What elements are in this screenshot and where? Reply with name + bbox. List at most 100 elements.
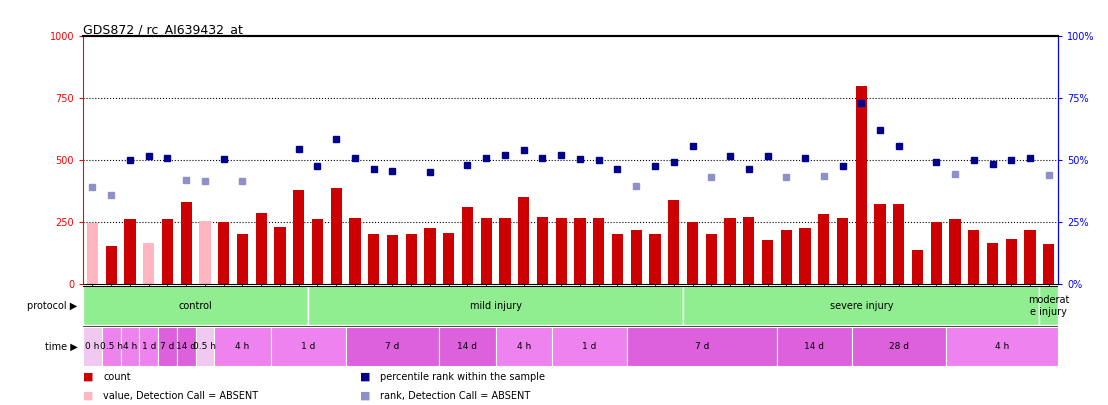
Text: protocol ▶: protocol ▶: [28, 301, 78, 311]
Bar: [199, 220, 211, 284]
Text: severe injury: severe injury: [830, 301, 893, 311]
Text: 4 h: 4 h: [235, 342, 249, 351]
Bar: [968, 230, 979, 284]
Text: 7 d: 7 d: [695, 342, 709, 351]
Bar: [684, 286, 1039, 325]
Bar: [950, 219, 961, 284]
Text: 14 d: 14 d: [176, 342, 196, 351]
Bar: [500, 218, 511, 284]
Text: 1 d: 1 d: [301, 342, 316, 351]
Bar: [799, 228, 811, 284]
Bar: [781, 230, 792, 284]
Text: ■: ■: [83, 372, 93, 382]
Text: ■: ■: [83, 391, 93, 401]
Bar: [612, 234, 623, 284]
Bar: [387, 235, 398, 284]
Bar: [855, 86, 866, 284]
Bar: [406, 234, 417, 284]
Bar: [275, 227, 286, 284]
Bar: [818, 214, 830, 284]
Bar: [102, 327, 121, 366]
Text: GDS872 / rc_AI639432_at: GDS872 / rc_AI639432_at: [83, 23, 243, 36]
Bar: [349, 218, 360, 284]
Text: percentile rank within the sample: percentile rank within the sample: [380, 372, 545, 382]
Bar: [706, 234, 717, 284]
Text: value, Detection Call = ABSENT: value, Detection Call = ABSENT: [103, 391, 258, 401]
Bar: [912, 250, 923, 284]
Bar: [874, 205, 885, 284]
Text: 28 d: 28 d: [889, 342, 909, 351]
Bar: [294, 190, 305, 284]
Bar: [330, 188, 342, 284]
Text: ■: ■: [360, 391, 370, 401]
Bar: [270, 327, 346, 366]
Bar: [237, 234, 248, 284]
Bar: [945, 327, 1058, 366]
Bar: [537, 217, 548, 284]
Bar: [555, 218, 567, 284]
Bar: [552, 327, 627, 366]
Text: 1 d: 1 d: [142, 342, 156, 351]
Bar: [181, 202, 192, 284]
Text: 0.5 h: 0.5 h: [100, 342, 123, 351]
Bar: [196, 327, 214, 366]
Bar: [987, 243, 998, 284]
Bar: [1025, 230, 1036, 284]
Text: 14 d: 14 d: [804, 342, 824, 351]
Text: control: control: [178, 301, 213, 311]
Text: 4 h: 4 h: [995, 342, 1009, 351]
Bar: [368, 234, 379, 284]
Bar: [837, 218, 848, 284]
Bar: [177, 327, 196, 366]
Text: mild injury: mild injury: [470, 301, 522, 311]
Bar: [83, 327, 102, 366]
Bar: [140, 327, 158, 366]
Bar: [893, 205, 904, 284]
Bar: [777, 327, 852, 366]
Bar: [105, 246, 116, 284]
Bar: [762, 240, 773, 284]
Text: 0 h: 0 h: [85, 342, 100, 351]
Bar: [311, 219, 324, 284]
Text: 4 h: 4 h: [516, 342, 531, 351]
Bar: [574, 218, 586, 284]
Text: 7 d: 7 d: [386, 342, 400, 351]
Bar: [86, 223, 99, 284]
Bar: [218, 222, 229, 284]
Bar: [462, 207, 473, 284]
Text: 14 d: 14 d: [458, 342, 478, 351]
Bar: [627, 327, 777, 366]
Text: ■: ■: [360, 372, 370, 382]
Text: moderat
e injury: moderat e injury: [1028, 295, 1069, 317]
Bar: [668, 200, 679, 284]
Text: time ▶: time ▶: [44, 341, 78, 351]
Bar: [443, 233, 454, 284]
Text: rank, Detection Call = ABSENT: rank, Detection Call = ABSENT: [380, 391, 531, 401]
Bar: [893, 224, 904, 284]
Bar: [158, 327, 177, 366]
Bar: [162, 219, 173, 284]
Bar: [256, 213, 267, 284]
Bar: [346, 327, 440, 366]
Bar: [630, 230, 642, 284]
Bar: [308, 286, 684, 325]
Bar: [852, 327, 945, 366]
Text: count: count: [103, 372, 131, 382]
Bar: [495, 327, 552, 366]
Bar: [83, 286, 308, 325]
Text: 1 d: 1 d: [582, 342, 596, 351]
Bar: [593, 218, 604, 284]
Bar: [481, 218, 492, 284]
Bar: [1043, 244, 1055, 284]
Bar: [424, 228, 435, 284]
Bar: [440, 327, 495, 366]
Text: 4 h: 4 h: [123, 342, 137, 351]
Bar: [143, 243, 154, 284]
Text: 0.5 h: 0.5 h: [194, 342, 216, 351]
Bar: [649, 234, 660, 284]
Text: 7 d: 7 d: [161, 342, 175, 351]
Bar: [1006, 239, 1017, 284]
Bar: [519, 197, 530, 284]
Bar: [124, 219, 135, 284]
Bar: [687, 222, 698, 284]
